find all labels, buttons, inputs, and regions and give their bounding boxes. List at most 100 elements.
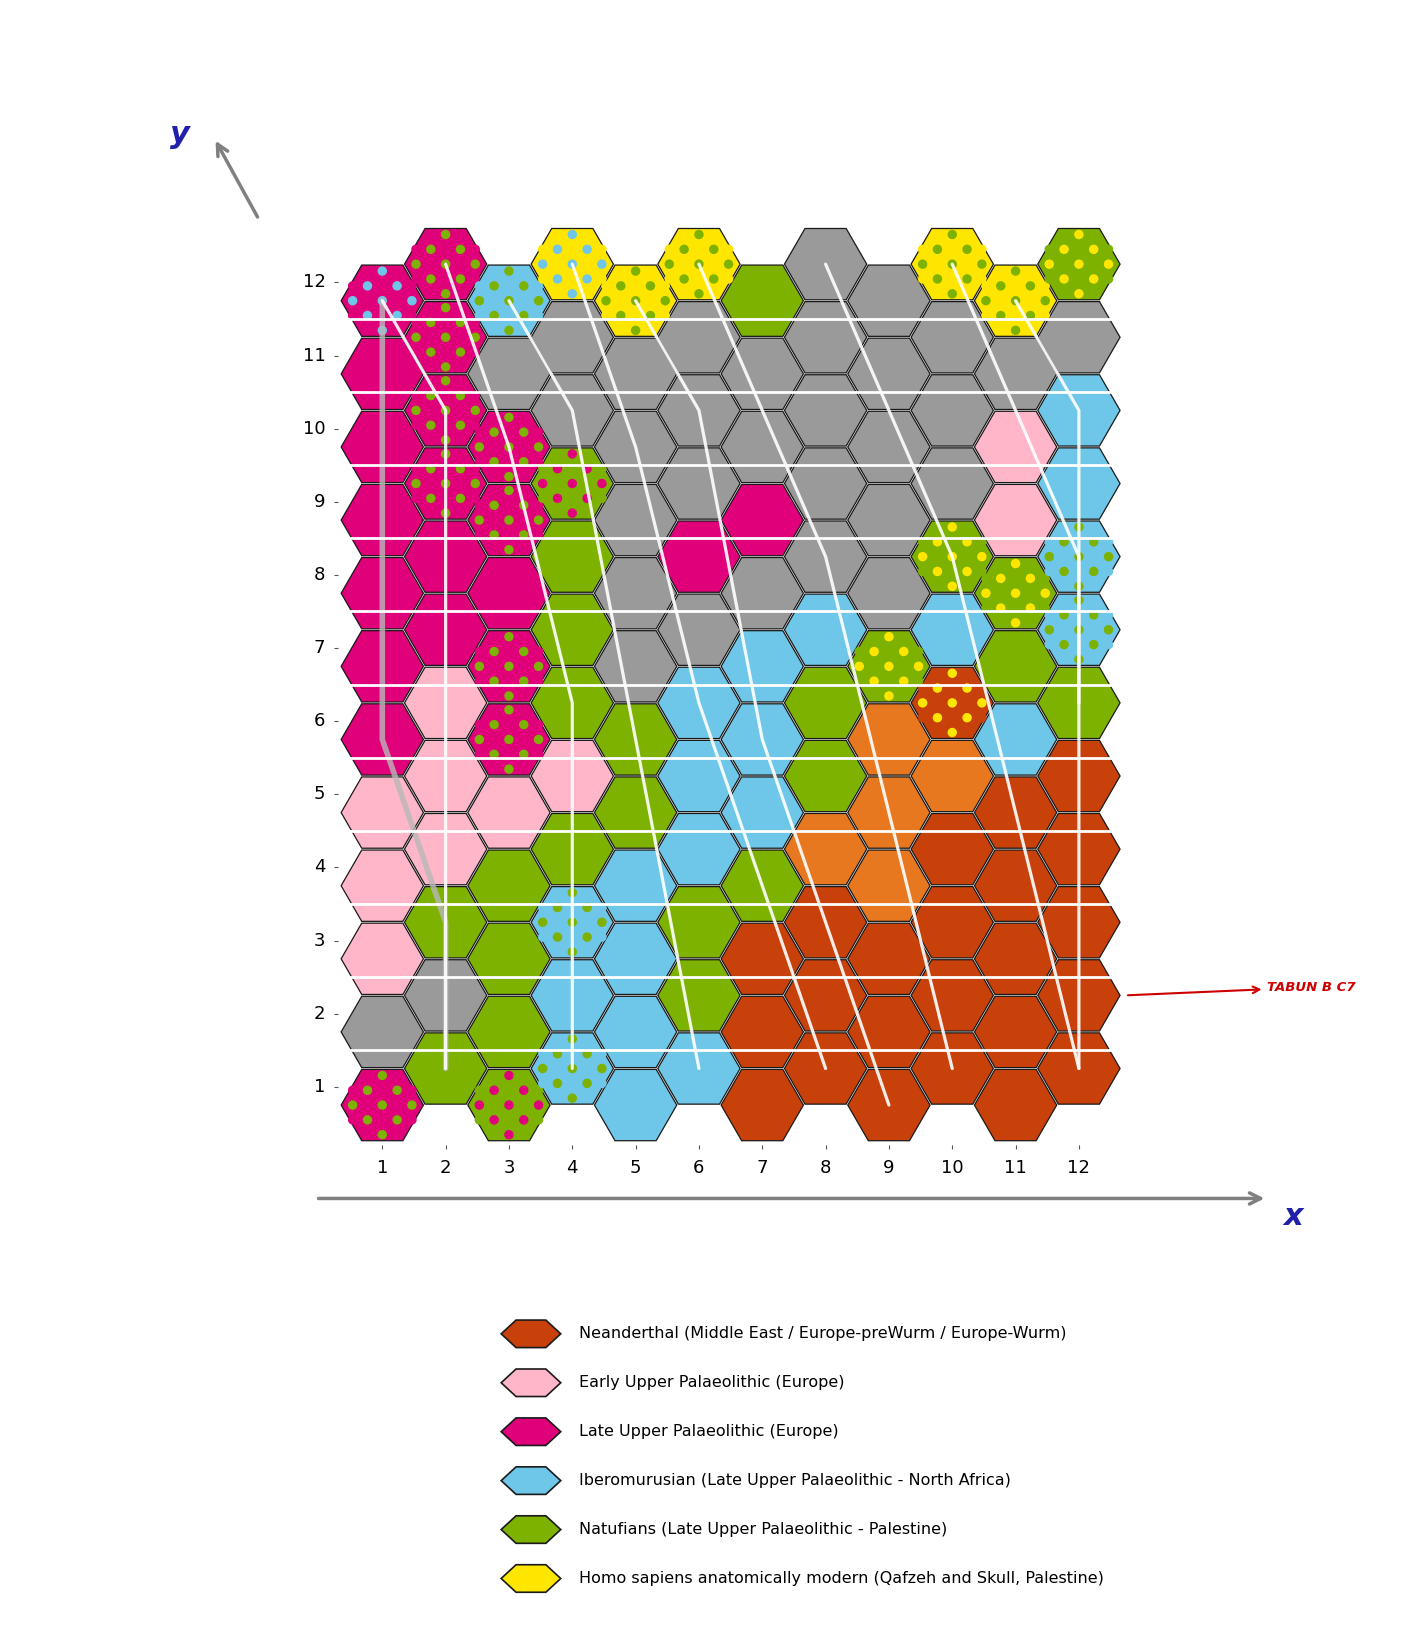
Circle shape	[538, 1064, 548, 1073]
Circle shape	[504, 1130, 514, 1139]
Circle shape	[568, 1050, 577, 1058]
Circle shape	[680, 259, 688, 269]
Polygon shape	[1038, 740, 1120, 812]
Circle shape	[489, 427, 499, 437]
Circle shape	[412, 406, 420, 416]
Circle shape	[471, 421, 481, 430]
Circle shape	[1075, 567, 1083, 575]
Circle shape	[1026, 603, 1035, 613]
Circle shape	[631, 280, 641, 290]
Circle shape	[1075, 522, 1083, 531]
Circle shape	[441, 303, 451, 313]
Circle shape	[426, 450, 436, 458]
Polygon shape	[468, 778, 551, 848]
Circle shape	[582, 947, 592, 957]
Circle shape	[582, 903, 592, 913]
Circle shape	[441, 347, 451, 357]
Circle shape	[392, 1071, 402, 1081]
Circle shape	[680, 274, 688, 284]
Polygon shape	[502, 1565, 561, 1593]
Polygon shape	[784, 1033, 867, 1104]
Circle shape	[504, 1071, 514, 1081]
Circle shape	[504, 750, 514, 760]
Polygon shape	[975, 484, 1057, 556]
Polygon shape	[468, 557, 551, 629]
Circle shape	[1089, 567, 1099, 575]
Polygon shape	[658, 960, 740, 1032]
Circle shape	[518, 456, 528, 466]
Circle shape	[552, 465, 562, 473]
Circle shape	[426, 377, 436, 385]
Circle shape	[441, 435, 451, 445]
Polygon shape	[975, 923, 1057, 994]
Polygon shape	[975, 266, 1057, 336]
Circle shape	[426, 494, 436, 504]
Circle shape	[441, 479, 451, 489]
Circle shape	[962, 553, 972, 561]
Circle shape	[615, 326, 625, 336]
Polygon shape	[594, 631, 677, 703]
Polygon shape	[910, 740, 993, 812]
Circle shape	[665, 259, 674, 269]
Circle shape	[552, 1064, 562, 1073]
Circle shape	[1089, 582, 1099, 592]
Circle shape	[646, 266, 655, 275]
Circle shape	[489, 632, 499, 642]
Circle shape	[996, 574, 1006, 584]
Polygon shape	[847, 411, 930, 482]
Circle shape	[962, 668, 972, 678]
Polygon shape	[341, 337, 423, 409]
Circle shape	[552, 918, 562, 927]
Circle shape	[475, 297, 485, 305]
Polygon shape	[910, 667, 993, 738]
Circle shape	[489, 720, 499, 729]
Circle shape	[1089, 624, 1099, 634]
Circle shape	[1026, 326, 1035, 336]
Circle shape	[552, 289, 562, 298]
Circle shape	[1104, 567, 1113, 575]
Circle shape	[1104, 553, 1113, 561]
Polygon shape	[405, 1033, 486, 1104]
Circle shape	[471, 391, 481, 401]
Circle shape	[976, 567, 986, 575]
Circle shape	[348, 311, 357, 319]
Circle shape	[1104, 259, 1113, 269]
Circle shape	[455, 435, 465, 445]
Circle shape	[917, 567, 927, 575]
Circle shape	[947, 274, 957, 284]
Circle shape	[504, 456, 514, 466]
Circle shape	[933, 230, 943, 240]
Text: 10: 10	[941, 1159, 964, 1177]
Circle shape	[1041, 311, 1050, 319]
Polygon shape	[341, 557, 423, 629]
Circle shape	[489, 326, 499, 336]
Circle shape	[582, 888, 592, 898]
Circle shape	[378, 326, 386, 336]
Polygon shape	[405, 522, 486, 592]
Polygon shape	[847, 704, 930, 776]
Circle shape	[884, 647, 894, 657]
Text: 9: 9	[313, 492, 326, 510]
Circle shape	[489, 297, 499, 305]
Circle shape	[412, 494, 420, 504]
Circle shape	[489, 456, 499, 466]
Circle shape	[899, 632, 909, 642]
Circle shape	[412, 421, 420, 430]
Polygon shape	[784, 813, 867, 885]
Circle shape	[854, 662, 864, 672]
Circle shape	[518, 297, 528, 305]
Circle shape	[534, 515, 544, 525]
Polygon shape	[658, 667, 740, 738]
Circle shape	[899, 662, 909, 672]
Circle shape	[475, 647, 485, 657]
Polygon shape	[658, 740, 740, 812]
Circle shape	[475, 735, 485, 745]
Circle shape	[1026, 266, 1035, 275]
Text: 4: 4	[313, 859, 326, 877]
Text: 2: 2	[440, 1159, 451, 1177]
Circle shape	[568, 509, 577, 518]
Circle shape	[568, 1064, 577, 1073]
Circle shape	[582, 918, 592, 927]
Polygon shape	[405, 375, 486, 447]
Circle shape	[504, 1100, 514, 1110]
